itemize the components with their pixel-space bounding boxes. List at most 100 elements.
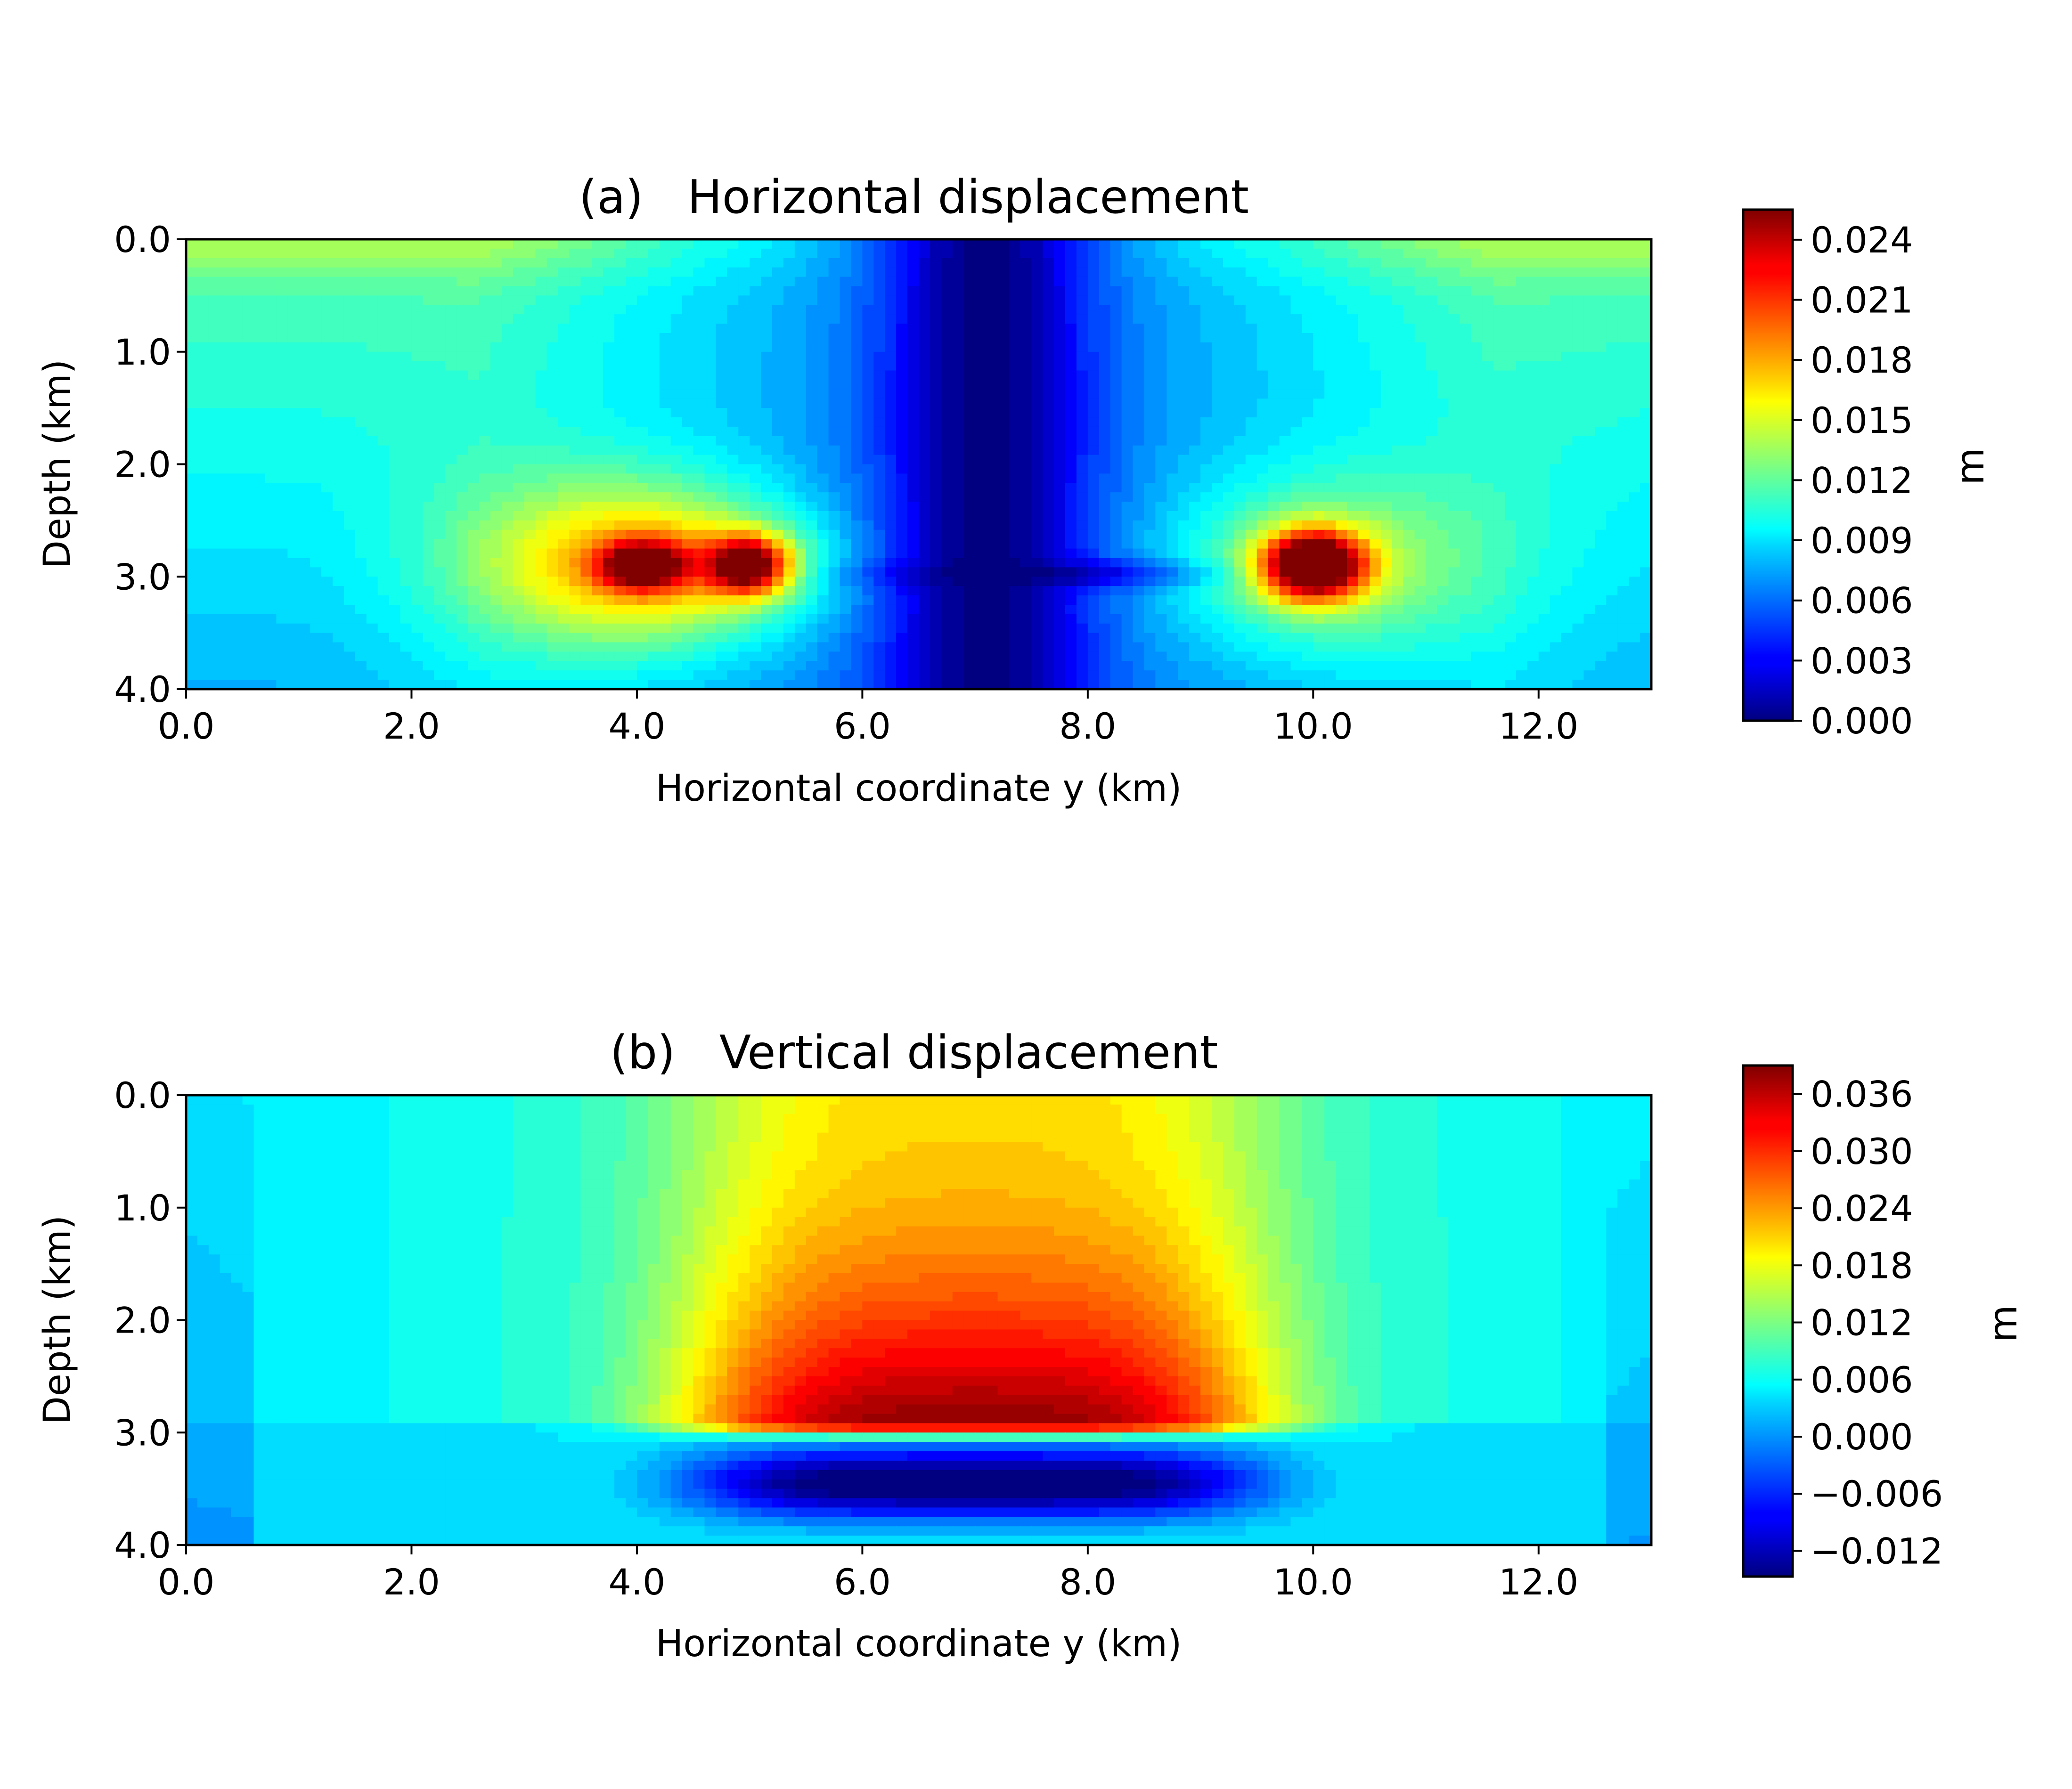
heatmap-cell xyxy=(197,408,209,418)
heatmap-cell xyxy=(738,548,750,559)
heatmap-cell xyxy=(287,276,300,287)
heatmap-cell xyxy=(389,295,401,306)
heatmap-cell xyxy=(659,577,671,587)
heatmap-cell xyxy=(896,389,908,399)
heatmap-cell xyxy=(208,445,220,455)
heatmap-cell xyxy=(310,305,322,315)
heatmap-cell xyxy=(276,529,288,540)
heatmap-cell xyxy=(738,577,750,587)
heatmap-cell xyxy=(1640,295,1652,306)
heatmap-cell xyxy=(1583,483,1596,493)
heatmap-cell xyxy=(220,380,232,390)
heatmap-cell xyxy=(310,511,322,521)
heatmap-cell xyxy=(231,492,243,502)
heatmap-cell xyxy=(1245,511,1257,521)
heatmap-cell xyxy=(1144,417,1156,427)
heatmap-cell xyxy=(377,380,390,390)
heatmap-cell xyxy=(1629,455,1640,465)
heatmap-cell xyxy=(1009,502,1021,512)
heatmap-cell xyxy=(1460,295,1472,306)
heatmap-cell xyxy=(963,295,976,306)
heatmap-cell xyxy=(1629,473,1640,484)
heatmap-cell xyxy=(1324,239,1337,249)
heatmap-cell xyxy=(1505,286,1517,296)
heatmap-cell xyxy=(1617,577,1630,587)
heatmap-cell xyxy=(1256,483,1269,493)
heatmap-cell xyxy=(1313,398,1325,409)
heatmap-cell xyxy=(1336,520,1347,530)
heatmap-cell xyxy=(907,324,919,333)
heatmap-cell xyxy=(501,417,514,427)
heatmap-cell xyxy=(1155,361,1167,371)
heatmap-cell xyxy=(750,408,761,418)
heatmap-cell xyxy=(1629,558,1640,568)
heatmap-cell xyxy=(952,511,964,521)
heatmap-cell xyxy=(636,408,649,418)
heatmap-cell xyxy=(806,258,818,268)
heatmap-cell xyxy=(750,324,761,333)
heatmap-cell xyxy=(411,558,424,568)
heatmap-cell xyxy=(1471,248,1483,259)
heatmap-cell xyxy=(1493,558,1505,568)
heatmap-cell xyxy=(693,436,705,446)
heatmap-cell xyxy=(963,464,976,474)
heatmap-cell xyxy=(873,239,886,249)
heatmap-cell xyxy=(1550,464,1562,474)
heatmap-cell xyxy=(1268,586,1280,596)
heatmap-cell xyxy=(513,520,525,530)
heatmap-cell xyxy=(547,529,559,540)
heatmap-cell xyxy=(1426,324,1438,333)
heatmap-cell xyxy=(930,464,942,474)
heatmap-cell xyxy=(208,342,220,352)
heatmap-cell xyxy=(411,473,424,484)
heatmap-cell xyxy=(580,324,593,333)
heatmap-cell xyxy=(310,529,322,540)
heatmap-cell xyxy=(1223,239,1235,249)
heatmap-cell xyxy=(919,295,930,306)
heatmap-cell xyxy=(941,483,953,493)
heatmap-cell xyxy=(479,426,491,437)
heatmap-cell xyxy=(614,529,626,540)
heatmap-cell xyxy=(1087,511,1100,521)
heatmap-cell xyxy=(1369,492,1381,502)
heatmap-cell xyxy=(1629,520,1640,530)
heatmap-cell xyxy=(907,351,919,362)
heatmap-cell xyxy=(310,333,322,343)
heatmap-cell xyxy=(648,502,660,512)
heatmap-cell xyxy=(434,548,446,559)
heatmap-cell xyxy=(885,361,897,371)
heatmap-cell xyxy=(963,520,976,530)
heatmap-cell xyxy=(907,539,919,549)
heatmap-cell xyxy=(1099,314,1111,324)
heatmap-cell xyxy=(524,529,536,540)
heatmap-cell xyxy=(366,258,378,268)
heatmap-cell xyxy=(479,324,491,333)
heatmap-cell xyxy=(1380,539,1393,549)
heatmap-cell xyxy=(1110,473,1122,484)
heatmap-cell xyxy=(1324,248,1337,259)
heatmap-cell xyxy=(547,351,559,362)
heatmap-cell xyxy=(1268,492,1280,502)
heatmap-cell xyxy=(930,389,942,399)
heatmap-cell xyxy=(411,342,424,352)
heatmap-cell xyxy=(603,370,615,381)
heatmap-cell xyxy=(1471,361,1483,371)
heatmap-cell xyxy=(1505,408,1517,418)
heatmap-cell xyxy=(1493,324,1505,333)
heatmap-cell xyxy=(1302,586,1314,596)
heatmap-cell xyxy=(343,492,356,502)
heatmap-cell xyxy=(1347,239,1359,249)
heatmap-cell xyxy=(1595,464,1607,474)
heatmap-cell xyxy=(1043,389,1054,399)
heatmap-cell xyxy=(1212,408,1224,418)
heatmap-cell xyxy=(873,351,886,362)
heatmap-cell xyxy=(648,445,660,455)
heatmap-cell xyxy=(1268,577,1280,587)
heatmap-cell xyxy=(1380,305,1393,315)
heatmap-cell xyxy=(1144,436,1156,446)
heatmap-cell xyxy=(558,586,570,596)
heatmap-cell xyxy=(1561,398,1573,409)
heatmap-cell xyxy=(648,398,660,409)
heatmap-cell xyxy=(265,502,277,512)
heatmap-cell xyxy=(423,586,435,596)
